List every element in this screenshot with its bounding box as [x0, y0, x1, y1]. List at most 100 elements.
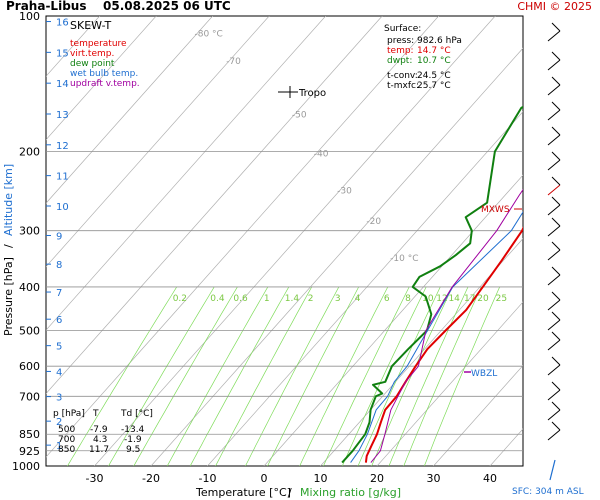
mixing-ratio-label: 8: [405, 294, 411, 304]
altitude-tick-label: 1: [56, 441, 62, 452]
station-title: Praha-Libus: [6, 0, 86, 13]
datetime-title: 05.08.2025 06 UTC: [103, 0, 231, 13]
isotherm-labels: -80 °C -70 -50 -40 -30 -20 -10 °C: [194, 29, 418, 263]
wind-barb-feather: [551, 331, 561, 341]
wind-barb-feather: [551, 266, 561, 276]
legend-title: SKEW-T: [70, 19, 112, 32]
surface-info: Surface: press: 982.6 hPa temp: 14.7 °C …: [384, 24, 462, 91]
isotherm-line: [263, 174, 523, 466]
temperature-tick-label: 0: [261, 472, 268, 485]
pressure-tick-label: 925: [19, 445, 40, 458]
surface-wind-barb: [549, 459, 556, 481]
wind-barb: [547, 84, 561, 96]
isotherm-line: [376, 301, 523, 466]
isotherm-line: [433, 364, 523, 466]
surface-dwpt-label: dwpt:: [387, 56, 412, 66]
mixing-ratio-labels: 0.2 0.4 0.6 1 1.4 2 3 4 6 8 10 12 14 17 20 25: [173, 294, 507, 304]
x-axis-label: Temperature [°C]: [195, 486, 291, 499]
table-header-t: T: [92, 409, 99, 419]
wbzl-label: WBZL: [471, 369, 497, 379]
surface-tconv-label: t-conv:: [387, 71, 418, 81]
altitude-tick-label: 11: [56, 172, 69, 183]
series-line-temperature: [364, 226, 523, 463]
table-cell: 700: [58, 435, 75, 445]
mxws-label: MXWS: [481, 205, 510, 215]
surface-press-value: 982.6 hPa: [417, 36, 462, 46]
isotherm-line: [94, 16, 496, 466]
wind-barb: [547, 59, 561, 71]
altitude-tick-label: 14: [56, 79, 69, 90]
table-cell: 4.3: [93, 435, 107, 445]
profile-series: [341, 105, 523, 464]
table-cell: -1.9: [124, 435, 142, 445]
wind-barb: [547, 109, 561, 121]
altitude-tick-label: 16: [56, 18, 69, 29]
mixing-ratio-label: 25: [496, 294, 507, 304]
mixing-ratio-label: 1: [264, 294, 270, 304]
wind-barb: [547, 204, 561, 216]
wind-barb: [547, 184, 561, 196]
wind-barb: [547, 319, 561, 331]
table-cell: 9.5: [126, 445, 140, 455]
legend-temperature: temperature: [70, 39, 127, 49]
surface-tconv-value: 24.5 °C: [417, 71, 451, 81]
altitude-tick-label: 12: [56, 141, 69, 152]
mixing-ratio-label: 10: [422, 294, 434, 304]
surface-temp-value: 14.7 °C: [417, 46, 451, 56]
wind-barb: [547, 225, 561, 237]
wind-barb-feather: [551, 401, 561, 411]
legend-virt-temp: virt.temp.: [70, 49, 114, 59]
isotherm-line: [547, 16, 600, 466]
wind-barb: [547, 30, 561, 42]
sfc-label: SFC: 304 m ASL: [512, 487, 584, 497]
isotherm-label: -80 °C: [194, 29, 222, 39]
legend-wet-bulb: wet bulb temp.: [70, 69, 138, 79]
altitude-tick-label: 2: [56, 417, 62, 428]
wind-barb: [547, 159, 561, 171]
surface-title: Surface:: [384, 24, 421, 34]
wind-barb: [547, 274, 561, 286]
tropopause-label: Tropo: [298, 88, 326, 99]
wind-barb-feather: [551, 311, 561, 321]
surface-press-label: press:: [387, 36, 414, 46]
sounding-table: p [hPa] T Td [°C] 500 -7.9 -13.4 700 4.3…: [53, 409, 153, 455]
altitude-tick-label: 7: [56, 288, 62, 299]
x-axis-label-mixing: Mixing ratio [g/kg]: [300, 486, 401, 499]
pressure-tick-label: 300: [19, 225, 40, 238]
altitude-tick-label: 9: [56, 231, 62, 242]
isotherm-line: [46, 16, 439, 458]
isotherm-line: [207, 111, 523, 466]
mixing-ratio-label: 0.2: [173, 294, 187, 304]
pressure-tick-label: 600: [19, 360, 40, 373]
pressure-tick-label: 200: [19, 145, 40, 158]
surface-temp-label: temp:: [387, 46, 414, 56]
sounding-datetime: 05.08.2025 06 UTC: [103, 0, 231, 13]
wind-barb-feather: [551, 241, 561, 251]
mixing-ratio-label: 0.6: [233, 294, 248, 304]
altitude-tick-label: 5: [56, 342, 62, 353]
wind-barb-feather: [551, 196, 561, 206]
y-axis-label-group: Pressure [hPa] / Altitude [km]: [2, 164, 15, 336]
wind-barb-feather: [551, 22, 561, 32]
isotherm-label: -30: [337, 187, 352, 197]
isotherm-label: -20: [366, 217, 381, 227]
wind-barb-feather: [551, 76, 561, 86]
wind-barb: [547, 409, 561, 421]
mixing-ratio-label: 4: [355, 294, 361, 304]
wind-barb: [547, 249, 561, 261]
altitude-tick-label: 8: [56, 260, 62, 271]
isotherm-line: [46, 16, 213, 204]
altitude-tick-label: 10: [56, 202, 69, 213]
isobars: [46, 151, 523, 452]
table-cell: -13.4: [121, 425, 145, 435]
isotherm-line: [46, 16, 270, 268]
y-axis-sep: /: [2, 244, 15, 248]
altitude-tick-label: 3: [56, 393, 62, 404]
chmi-credit: CHMI © 2025: [517, 0, 592, 13]
pressure-tick-label: 100: [19, 10, 40, 23]
wind-barb-feather: [551, 421, 561, 431]
wind-barb-feather: [551, 51, 561, 61]
isotherms: [46, 16, 600, 466]
